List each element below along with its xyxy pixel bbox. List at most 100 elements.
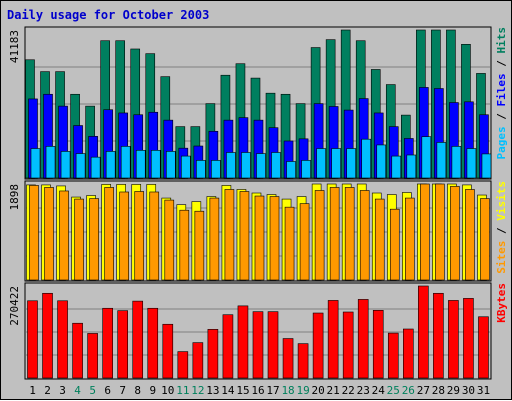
bar-pages [165,151,176,179]
bar-kbytes [282,338,294,379]
bar-pages [150,150,161,179]
bar-sites [284,206,295,281]
bar-kbytes [478,316,489,379]
panel-kbytes: 270422 KBytes [8,282,508,380]
bar-kbytes [237,305,249,379]
bar-sites [209,197,220,281]
bar-pages [481,153,492,179]
bar-kbytes [147,307,159,379]
bar-pages [391,155,402,179]
legend-entry: Sites [495,241,508,274]
bar-pages [90,156,101,179]
panel-legend: KBytes [495,283,508,323]
bar-pages [421,136,432,179]
legend-entry: / [495,54,508,74]
bar-sites [450,186,460,281]
bar-sites [134,191,145,281]
bar-kbytes [207,329,219,379]
bar-pages [301,160,311,179]
x-tick-label: 11 [176,384,189,397]
bar-sites [59,190,69,281]
legend-entry: / [495,107,508,127]
bar-pages [105,151,116,179]
bar-kbytes [372,309,384,379]
panel-legend: Sites / Visits [495,181,508,274]
bar-sites [435,183,445,281]
bar-pages [361,138,372,179]
bar-kbytes [252,311,264,379]
panel-legend: Pages / Files / Hits [495,27,508,160]
bar-pages [406,154,417,179]
bar-sites [420,183,430,281]
bar-sites [224,189,235,281]
legend-entry: Pages [495,126,508,159]
bar-pages [331,148,341,179]
bar-sites [389,208,400,281]
bar-sites [329,187,340,281]
bar-pages [451,146,462,179]
legend-entry: Visits [495,181,508,221]
bar-kbytes [403,328,414,379]
bar-sites [405,197,415,281]
bar-kbytes [327,300,339,379]
x-tick-label: 13 [206,384,219,397]
bar-sites [374,198,385,281]
x-tick-label: 8 [134,384,141,397]
x-tick-label: 28 [432,384,445,397]
bar-sites [149,191,160,281]
bar-pages [226,152,236,179]
bar-kbytes [357,299,369,379]
bar-kbytes [297,343,309,379]
x-tick-label: 22 [342,384,355,397]
x-tick-label: 5 [89,384,96,397]
legend-entry: / [495,221,508,241]
legend-entry: Hits [495,27,508,54]
x-tick-label: 30 [462,384,475,397]
bar-pages [256,153,266,179]
bar-pages [241,152,251,179]
x-tick-label: 31 [477,384,490,397]
x-tick-label: 4 [74,384,81,397]
x-tick-label: 3 [59,384,66,397]
bar-pages [120,146,131,179]
bar-sites [179,209,190,281]
panel-visits-sites: 1898 Sites / Visits [8,180,508,282]
bar-pages [316,148,326,179]
x-tick-label: 27 [417,384,430,397]
bar-kbytes [342,311,354,379]
x-axis-labels: 1 2 3 4 5 6 7 8 9 10 11 12 13 14 15 16 17 18 19 20 21 22 23 24 2… [29,384,490,397]
x-tick-label: 19 [296,384,309,397]
bar-pages [466,148,477,179]
bar-kbytes [132,300,144,379]
bar-pages [135,150,146,179]
x-tick-label: 20 [312,384,325,397]
bar-sites [119,191,129,281]
bar-kbytes [42,292,53,379]
x-tick-label: 24 [372,384,386,397]
y-max-label: 1898 [8,184,21,211]
bar-sites [194,210,205,281]
bar-kbytes [418,285,429,379]
bar-pages [181,155,191,179]
bar-sites [269,196,280,281]
bar-kbytes [387,332,399,379]
bar-sites [465,189,475,281]
bar-sites [344,187,355,281]
bar-pages [196,160,206,179]
x-tick-label: 14 [221,384,235,397]
bar-pages [376,144,387,179]
legend-entry: KBytes [495,283,508,323]
panel-hits-files-pages: 41183 Pages / Files / Hits [8,26,508,180]
x-tick-label: 21 [327,384,340,397]
bar-sites [480,198,490,281]
x-tick-label: 18 [281,384,294,397]
legend-entry: Files [495,73,508,106]
chart-panels: 41183 Pages / Files / Hits 1898 Sites / Vis… [8,26,508,380]
bar-sites [74,198,84,281]
y-max-label: 41183 [8,30,21,63]
bar-sites [254,195,265,281]
bar-kbytes [72,322,83,379]
bar-pages [30,148,41,179]
